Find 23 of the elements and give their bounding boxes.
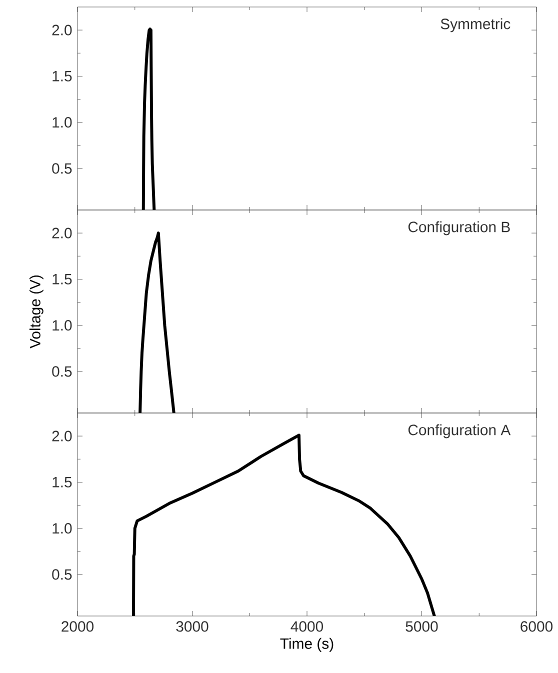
y-tick-label: 1.5: [52, 274, 72, 284]
y-tick-label: 1.0: [52, 320, 72, 331]
line-series: [138, 232, 176, 413]
y-tick-label: 1.0: [52, 523, 72, 534]
x-axis-title: Time (s): [280, 638, 334, 652]
y-tick-label: 1.0: [52, 117, 72, 128]
y-tick-label: 0.5: [52, 163, 72, 174]
y-tick-label: 2.0: [52, 228, 72, 238]
annotation: Configuration B: [408, 221, 510, 236]
x-tick-label: 6000: [520, 621, 553, 632]
y-tick-label: 0.5: [52, 569, 72, 580]
y-tick-label: 1.5: [52, 476, 72, 488]
x-tick-label: 3000: [176, 621, 208, 632]
x-tick-label: 4000: [290, 621, 324, 632]
y-tick-label: 2.0: [52, 430, 72, 442]
y-tick-label: 1.5: [52, 70, 72, 82]
y-tick-label: 0.5: [52, 366, 72, 377]
annotation: Symmetric: [440, 18, 510, 32]
y-axis-title: Voltage (V): [29, 275, 44, 348]
x-tick-label: 5000: [406, 621, 438, 632]
y-tick-label: 2.0: [52, 24, 72, 36]
annotation: Configuration A: [408, 424, 511, 438]
x-tick-label: 2000: [62, 621, 94, 632]
